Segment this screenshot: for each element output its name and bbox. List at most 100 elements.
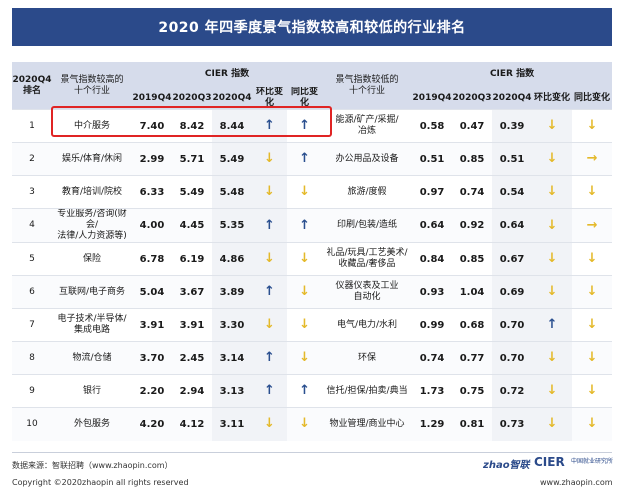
col-qoq-header: 环比变化 (532, 87, 573, 110)
arrow-down-icon: ↓ (299, 317, 310, 332)
table-row: 2 娱乐/体育/休闲 2.99 5.71 5.49 ↓ ↑ 办公用品及设备 0.51 0.85 0.… (12, 142, 613, 176)
cier-logo: CIER (534, 455, 565, 469)
high-qoq-cell: ↑ (252, 208, 287, 243)
low-2020q3-cell: 1.04 (452, 275, 493, 309)
low-qoq-cell: ↓ (532, 407, 573, 441)
arrow-down-icon: ↓ (586, 284, 598, 299)
arrow-down-icon: ↓ (299, 416, 310, 432)
low-qoq-cell: ↓ (532, 109, 573, 143)
arrow-down-icon: ↓ (546, 151, 558, 166)
high-yoy-cell: ↓ (287, 407, 323, 441)
industry-ranking-table: 2020Q4 排名 景气指数较高的 十个行业 CIER 指数 景气指数较低的 十… (12, 62, 613, 441)
arrow-down-icon: ↓ (546, 118, 558, 133)
arrow-down-icon: ↓ (299, 184, 310, 199)
arrow-down-icon: ↓ (586, 251, 598, 266)
low-2019q4-cell: 0.74 (412, 341, 453, 375)
arrow-down-icon: ↓ (264, 151, 275, 166)
low-2020q4-cell: 0.64 (492, 208, 533, 243)
high-2019q4-cell: 3.70 (132, 341, 172, 375)
low-industry-cell: 电气/电力/水利 (336, 319, 398, 330)
zhaopin-logo: zhao智联 (483, 460, 530, 471)
low-yoy-cell: ↓ (572, 341, 613, 375)
high-2019q4-cell: 4.00 (132, 208, 172, 243)
low-industry-cell: 办公用品及设备 (322, 142, 413, 176)
arrow-right-icon: → (586, 217, 598, 233)
high-2020q3-cell: 2.45 (172, 341, 212, 375)
low-industry-cell: 礼品/玩具/工艺美术/ 收藏品/奢侈品 (326, 248, 408, 269)
arrow-down-icon: ↓ (586, 416, 598, 432)
low-industry-cell: 物业管理/商业中心 (322, 407, 413, 441)
high-2019q4-cell: 5.04 (132, 275, 172, 309)
arrow-up-icon: ↑ (299, 118, 310, 133)
low-2020q3-cell: 0.85 (452, 142, 493, 176)
high-yoy-cell: ↑ (287, 208, 323, 243)
high-yoy-cell: ↓ (287, 243, 322, 276)
high-yoy-cell: ↓ (287, 176, 322, 209)
page-title: 2020 年四季度景气指数较高和较低的行业排名 (12, 8, 612, 46)
table-body: 1 中介服务 7.40 8.42 8.44 ↑ ↑ 能源/矿产/采掘/ 冶炼 0.58 0.47 0… (12, 109, 613, 441)
high-yoy-cell: ↓ (287, 275, 323, 309)
arrow-up-icon: ↑ (264, 383, 275, 398)
high-industry-cell: 物流/仓储 (52, 341, 132, 375)
low-industry-cell: 环保 (322, 341, 413, 375)
low-industry-cell: 能源/矿产/采掘/ 冶炼 (335, 115, 399, 136)
low-qoq-cell: ↓ (532, 208, 573, 243)
high-yoy-cell: ↑ (287, 375, 322, 408)
rank-cell: 2 (12, 142, 52, 176)
table-row: 1 中介服务 7.40 8.42 8.44 ↑ ↑ 能源/矿产/采掘/ 冶炼 0.58 0.47 0… (12, 109, 613, 143)
arrow-down-icon: ↓ (264, 184, 275, 199)
low-industry-header: 景气指数较低的 十个行业 (322, 62, 413, 110)
low-industry-cell: 印刷/包装/造纸 (322, 208, 413, 243)
low-2019q4-cell: 0.84 (419, 253, 445, 265)
arrow-down-icon: ↓ (586, 184, 598, 199)
high-2020q4-cell: 3.30 (212, 308, 252, 342)
low-2019q4-cell: 1.73 (419, 385, 445, 397)
low-industry-cell: 旅游/度假 (347, 186, 387, 197)
high-2019q4-cell: 6.78 (139, 253, 165, 265)
high-2020q3-cell: 3.91 (179, 319, 205, 331)
low-2019q4-cell: 0.97 (419, 186, 445, 198)
arrow-down-icon: ↓ (546, 383, 558, 398)
high-qoq-cell: ↓ (252, 175, 287, 209)
arrow-down-icon: ↓ (586, 118, 598, 133)
high-industry-cell: 教育/培训/院校 (61, 186, 123, 197)
low-yoy-cell: → (572, 142, 613, 176)
arrow-down-icon: ↓ (546, 416, 558, 432)
low-2020q3-cell: 0.68 (459, 319, 485, 331)
low-qoq-cell: ↓ (532, 275, 573, 309)
low-2020q4-cell: 0.69 (492, 275, 533, 309)
copyright: Copyright ©2020zhaopin all rights reserv… (12, 478, 189, 487)
low-2020q4-cell: 0.67 (492, 242, 533, 276)
high-2020q4-cell: 4.86 (212, 242, 252, 276)
cier-index-header-low: CIER 指数 (412, 62, 613, 87)
col-qoq-header: 环比变化 (252, 87, 287, 110)
arrow-down-icon: ↓ (299, 350, 310, 365)
rank-cell: 6 (12, 275, 52, 309)
high-2019q4-cell: 2.99 (132, 142, 172, 176)
col-2019q4-header: 2019Q4 (132, 87, 172, 110)
website-url: www.zhaopin.com (540, 478, 613, 487)
high-2019q4-cell: 4.20 (132, 407, 172, 441)
high-2020q4-cell: 3.11 (212, 407, 252, 441)
low-yoy-cell: ↓ (572, 243, 612, 276)
arrow-up-icon: ↑ (264, 118, 275, 133)
low-2019q4-cell: 0.93 (412, 275, 453, 309)
arrow-down-icon: ↓ (586, 317, 598, 332)
high-2020q3-cell: 3.67 (172, 275, 212, 309)
high-2020q4-cell: 3.13 (212, 374, 252, 408)
high-2020q4-cell: 3.14 (212, 341, 252, 375)
high-qoq-cell: ↓ (252, 407, 287, 441)
high-qoq-cell: ↑ (252, 374, 287, 408)
rank-cell: 7 (29, 319, 35, 330)
rank-cell: 1 (29, 120, 35, 131)
low-industry-cell: 信托/担保/拍卖/典当 (326, 385, 408, 396)
rank-cell: 9 (29, 385, 35, 396)
rank-cell: 8 (12, 341, 52, 375)
arrow-down-icon: ↓ (586, 350, 598, 365)
low-2020q3-cell: 0.74 (459, 186, 485, 198)
high-qoq-cell: ↓ (252, 308, 287, 342)
arrow-up-icon: ↑ (546, 317, 558, 332)
low-qoq-cell: ↓ (532, 175, 573, 209)
arrow-up-icon: ↑ (299, 383, 310, 398)
low-yoy-cell: ↓ (572, 407, 613, 441)
